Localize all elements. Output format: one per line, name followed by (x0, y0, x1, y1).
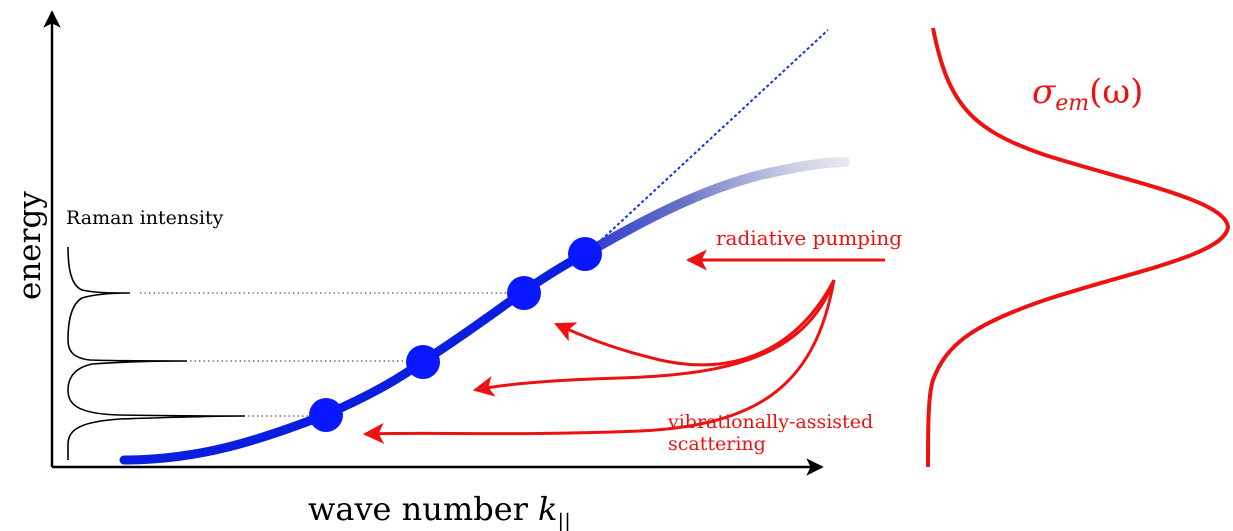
scattering-arrow-middle (472, 279, 836, 397)
x-axis-label: wave number k|| (308, 490, 571, 531)
polariton-state-dot (406, 345, 440, 379)
polariton-state-dot (507, 276, 541, 310)
raman-spectrum (67, 246, 246, 460)
raman-intensity-label: Raman intensity (66, 207, 224, 229)
y-axis-label: energy (12, 191, 48, 300)
polariton-state-dot (309, 398, 343, 432)
x-axis-label-symbol: k (538, 490, 557, 528)
radiative-pumping-label: radiative pumping (716, 226, 902, 250)
sigma-subscript: em (1055, 91, 1089, 116)
polariton-dispersion-fade (580, 157, 850, 259)
emission-spectrum-curve (926, 27, 1231, 468)
sigma-argument: (ω) (1089, 72, 1143, 112)
light-line (584, 29, 829, 256)
vibrational-scattering-label-line2: scattering (668, 433, 766, 455)
scattering-arrow-bottom (362, 279, 836, 444)
vibrational-scattering-label-line1: vibrationally-assisted (667, 411, 873, 433)
scattering-arrow-top (554, 279, 836, 367)
polariton-state-dot (568, 237, 602, 271)
x-axis-label-text: wave number (308, 490, 529, 528)
emission-cross-section-label: σem(ω) (1032, 72, 1143, 116)
x-axis-label-subscript: || (557, 509, 570, 531)
sigma-symbol: σ (1032, 72, 1056, 112)
